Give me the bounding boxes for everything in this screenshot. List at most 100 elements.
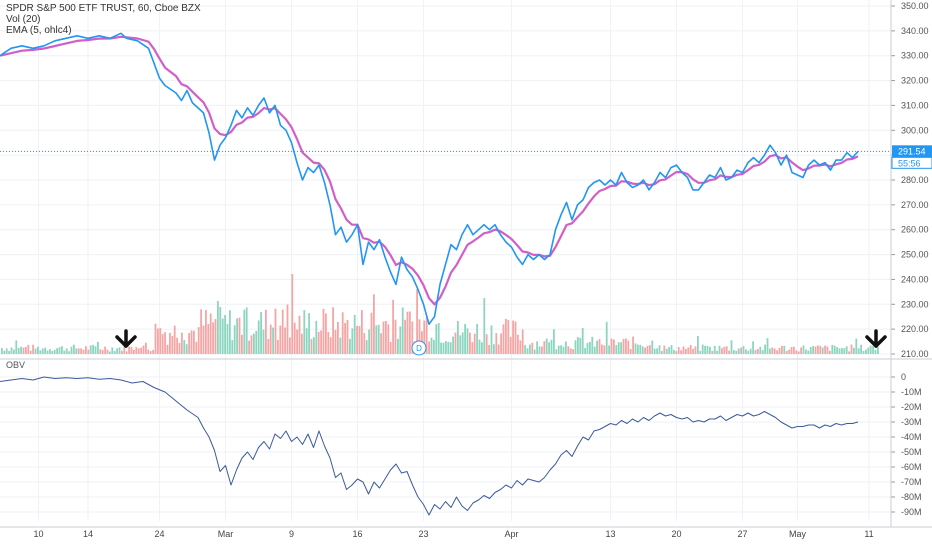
volume-bar [596, 340, 598, 354]
volume-bar [145, 342, 147, 354]
volume-bar [759, 346, 762, 354]
volume-bar [8, 351, 10, 354]
price-tick-label: 210.00 [901, 349, 929, 359]
obv-line [0, 376, 859, 516]
volume-bar [488, 344, 490, 354]
volume-bar [243, 309, 246, 354]
volume-bar [171, 335, 174, 354]
price-tick-label: 270.00 [901, 200, 929, 210]
volume-bar [526, 348, 529, 354]
volume-bar [497, 344, 500, 354]
volume-bar [675, 351, 678, 354]
volume-bar [332, 307, 334, 354]
volume-bar [848, 351, 850, 354]
ema-line [0, 35, 859, 306]
volume-bar [761, 350, 764, 354]
volume-bar [133, 349, 135, 354]
volume-bar [269, 324, 272, 354]
volume-bar [745, 349, 747, 354]
volume-bar [82, 349, 85, 354]
volume-bar [111, 347, 114, 354]
volume-bar [721, 348, 723, 354]
volume-bar [363, 333, 366, 354]
volume-bar [454, 332, 457, 354]
volume-bar [817, 345, 819, 354]
volume-bar [181, 332, 183, 354]
volume-bar [118, 347, 121, 354]
volume-bar [800, 347, 802, 354]
volume-bar [406, 311, 409, 354]
volume-bar [845, 346, 848, 354]
volume-bar [325, 313, 327, 354]
volume-bar [200, 309, 202, 354]
volume-bar [737, 348, 740, 354]
volume-bar [404, 319, 406, 354]
volume-bar [685, 349, 687, 354]
volume-bar [401, 307, 404, 354]
volume-bar [99, 349, 102, 354]
volume-bar [351, 328, 354, 354]
volume-bar [423, 320, 426, 354]
volume-bar [166, 344, 169, 354]
price-tick-label: 280.00 [901, 175, 929, 185]
volume-bar [697, 336, 699, 354]
volume-bar [687, 347, 690, 354]
volume-bar [217, 301, 219, 354]
volume-bar [135, 347, 138, 354]
volume-bar [788, 349, 790, 354]
volume-bar [812, 346, 814, 354]
volume-bar [339, 337, 342, 354]
volume-bar [500, 333, 502, 354]
volume-bar [279, 325, 282, 354]
volume-bar [586, 342, 589, 354]
volume-bar [843, 348, 846, 354]
price-tick-label: 260.00 [901, 225, 929, 235]
volume-bar [149, 351, 152, 354]
volume-bar [89, 345, 92, 354]
volume-bar [757, 349, 759, 354]
volume-bar [841, 348, 843, 354]
volume-bar [493, 344, 495, 354]
volume-bar [169, 332, 171, 354]
volume-bar [70, 346, 73, 354]
x-tick-label: 14 [83, 529, 93, 539]
volume-bar [833, 345, 836, 354]
volume-bar [39, 350, 42, 354]
volume-bar [101, 350, 104, 354]
volume-bar [437, 322, 440, 354]
volume-bar [560, 345, 562, 354]
volume-bar [128, 346, 130, 354]
dividend-marker-label: D [416, 344, 422, 353]
volume-bar [73, 344, 75, 354]
volume-bar [773, 348, 776, 354]
volume-bar [87, 349, 90, 354]
volume-bar [34, 348, 37, 354]
volume-bar [245, 307, 248, 354]
volume-bar [113, 350, 116, 354]
volume-bar [58, 347, 61, 354]
price-tick-label: 220.00 [901, 324, 929, 334]
volume-bar [476, 323, 478, 354]
volume-bar [274, 308, 277, 354]
volume-bar [440, 342, 442, 354]
volume-bar [75, 348, 78, 354]
volume-bar [620, 342, 622, 354]
obv-tick-label: -20M [901, 402, 922, 412]
volume-bar [361, 310, 363, 354]
volume-bar [673, 349, 675, 354]
volume-bar [130, 346, 133, 354]
volume-bar [284, 327, 286, 354]
volume-bar [231, 340, 234, 354]
volume-bar [32, 344, 34, 354]
volume-bar [567, 346, 570, 354]
volume-bar [533, 349, 536, 354]
volume-bar [769, 348, 771, 354]
volume-bar [121, 350, 123, 354]
volume-bar [233, 325, 236, 354]
volume-bar [637, 344, 639, 354]
volume-bar [821, 347, 824, 354]
volume-bar [397, 338, 399, 354]
volume-bar [572, 349, 574, 354]
volume-bar [197, 327, 200, 354]
